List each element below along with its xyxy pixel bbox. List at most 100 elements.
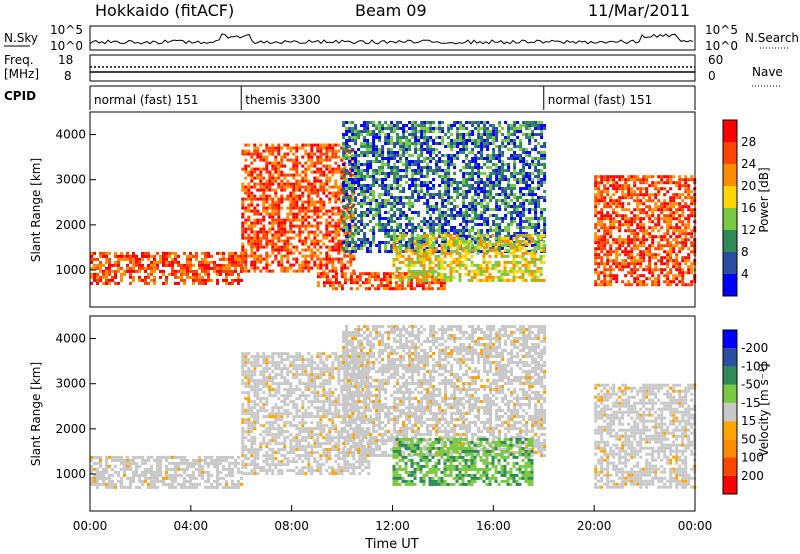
data-cell (453, 190, 457, 193)
data-cell (216, 281, 219, 285)
data-cell (507, 202, 511, 205)
data-cell (519, 142, 523, 145)
data-cell (428, 239, 432, 243)
data-cell (271, 269, 275, 273)
data-cell (387, 148, 391, 151)
data-cell (102, 470, 105, 474)
data-cell (378, 241, 382, 244)
data-cell (402, 202, 406, 205)
data-cell (316, 179, 320, 183)
data-cell (459, 139, 463, 142)
data-cell (522, 172, 526, 175)
data-cell (348, 184, 352, 187)
data-cell (675, 256, 679, 260)
data-cell (419, 257, 423, 261)
data-cell (690, 202, 694, 206)
data-cell (277, 152, 281, 156)
data-cell (494, 266, 498, 270)
data-cell (381, 205, 385, 208)
data-cell (375, 205, 379, 208)
data-cell (504, 208, 508, 211)
data-cell (624, 208, 628, 212)
data-cell (114, 485, 117, 489)
data-cell (531, 187, 535, 190)
data-cell (480, 154, 484, 157)
data-cell (319, 155, 323, 159)
data-cell (390, 217, 394, 220)
data-cell (310, 215, 314, 219)
data-cell (304, 185, 308, 189)
data-cell (381, 241, 385, 244)
data-cell (244, 206, 248, 210)
data-cell (621, 187, 625, 191)
data-cell (516, 130, 520, 133)
data-cell (129, 482, 132, 486)
data-cell (325, 179, 329, 183)
data-cell (486, 127, 490, 130)
data-cell (348, 157, 352, 160)
data-cell (537, 205, 541, 208)
data-cell (132, 461, 135, 465)
data-cell (322, 146, 326, 150)
data-cell (349, 215, 353, 219)
data-cell (503, 242, 507, 246)
data-cell (687, 283, 691, 287)
data-cell (366, 124, 370, 127)
data-cell (354, 130, 358, 133)
data-cell (295, 245, 299, 249)
data-cell (259, 269, 263, 273)
data-cell (384, 133, 388, 136)
data-cell (253, 260, 257, 264)
data-cell (669, 253, 673, 257)
data-cell (597, 187, 601, 191)
data-cell (645, 229, 649, 233)
data-cell (495, 214, 499, 217)
data-cell (468, 172, 472, 175)
data-cell (618, 223, 622, 227)
data-cell (663, 214, 667, 218)
data-cell (414, 226, 418, 229)
data-cell (378, 184, 382, 187)
data-cell (654, 223, 658, 227)
data-cell (441, 139, 445, 142)
data-cell (271, 206, 275, 210)
data-cell (351, 136, 355, 139)
data-cell (228, 266, 231, 270)
data-cell (447, 178, 451, 181)
data-cell (307, 182, 311, 186)
data-cell (413, 239, 417, 243)
data-cell (244, 257, 248, 261)
data-cell (402, 154, 406, 157)
data-cell (483, 190, 487, 193)
data-cell (539, 269, 543, 273)
data-cell (295, 146, 299, 150)
data-cell (609, 229, 613, 233)
data-cell (325, 146, 329, 150)
data-cell (465, 181, 469, 184)
data-cell (428, 257, 432, 261)
data-cell (471, 166, 475, 169)
data-cell (507, 157, 511, 160)
data-cell (337, 143, 341, 147)
data-cell (669, 208, 673, 212)
data-cell (512, 272, 516, 276)
data-cell (231, 257, 234, 261)
data-cell (408, 205, 412, 208)
data-cell (407, 248, 411, 252)
data-cell (346, 254, 350, 258)
data-cell (453, 154, 457, 157)
data-cell (519, 202, 523, 205)
data-cell (684, 178, 688, 182)
data-cell (394, 287, 398, 291)
data-cell (319, 203, 323, 207)
data-cell (482, 269, 486, 273)
data-cell (624, 250, 628, 254)
data-cell (446, 242, 450, 246)
data-cell (129, 254, 132, 258)
data-cell (360, 220, 364, 223)
data-cell (432, 226, 436, 229)
data-cell (609, 259, 613, 263)
data-cell (328, 155, 332, 159)
data-cell (474, 154, 478, 157)
data-cell (304, 239, 308, 243)
